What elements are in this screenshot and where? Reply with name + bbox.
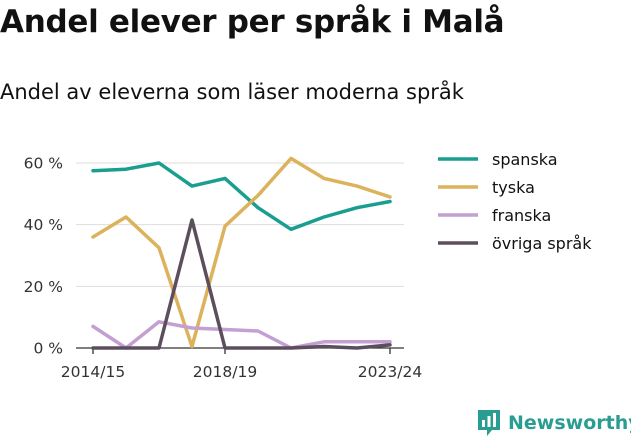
legend-label: övriga språk <box>492 234 592 253</box>
series-lines <box>91 156 392 350</box>
y-tick-label: 40 % <box>24 216 63 234</box>
series-line-1 <box>91 156 392 349</box>
legend-label: tyska <box>492 178 535 197</box>
x-axis-tick-labels: 2014/15 2018/19 2023/24 <box>61 348 422 381</box>
series-line-2 <box>91 320 392 350</box>
bar-chart-badge-icon <box>478 410 500 436</box>
series-line-0 <box>91 161 392 232</box>
y-tick-label: 60 % <box>24 155 63 173</box>
legend-label: franska <box>492 206 551 225</box>
legend: spanska tyska franska övriga språk <box>438 150 592 253</box>
x-tick-label: 2023/24 <box>358 363 422 381</box>
x-tick-label: 2014/15 <box>61 363 125 381</box>
legend-label: spanska <box>492 150 558 169</box>
y-tick-label: 0 % <box>33 340 63 358</box>
series-line-3 <box>91 218 392 350</box>
x-tick-label: 2018/19 <box>193 363 257 381</box>
newsworthy-brand: Newsworthy <box>476 408 631 438</box>
y-tick-label: 20 % <box>24 278 63 296</box>
brand-name: Newsworthy <box>508 412 631 434</box>
y-axis-tick-labels: 0 % 20 % 40 % 60 % <box>24 155 63 358</box>
chart-title: Andel elever per språk i Malå <box>0 4 505 40</box>
grid-lines <box>76 162 404 287</box>
chart-subtitle: Andel av eleverna som läser moderna språ… <box>0 80 464 104</box>
